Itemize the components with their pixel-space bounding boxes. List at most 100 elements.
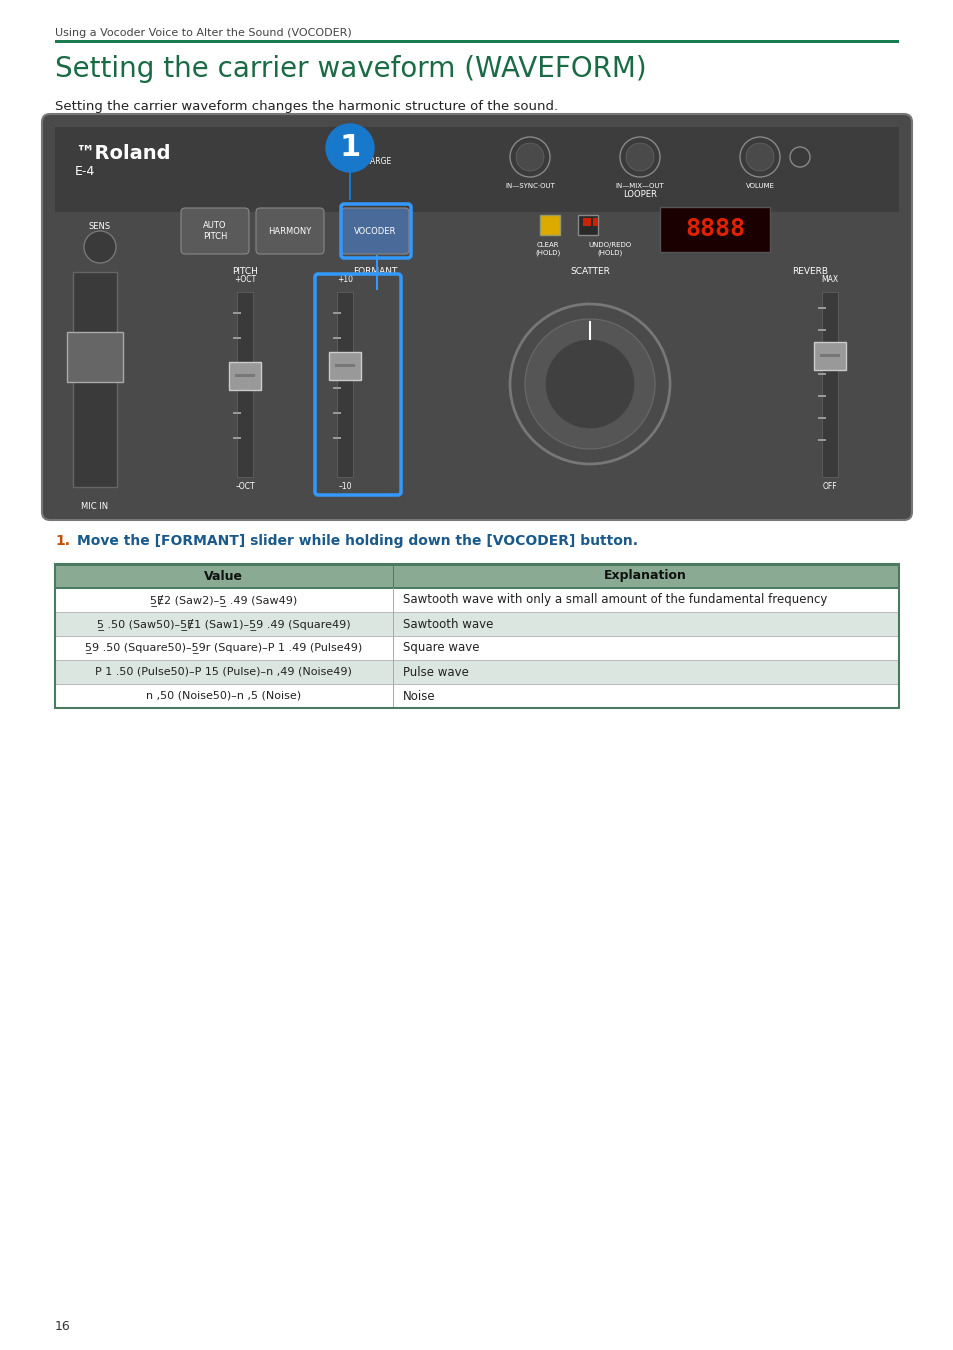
Text: P 1 .50 (Pulse50)–P 15 (Pulse)–n ,49 (Noise49): P 1 .50 (Pulse50)–P 15 (Pulse)–n ,49 (No… xyxy=(95,667,352,676)
Text: –10: –10 xyxy=(338,482,352,491)
Text: Noise: Noise xyxy=(402,690,435,702)
Bar xyxy=(393,564,394,589)
Text: HARMONY: HARMONY xyxy=(268,227,312,235)
Bar xyxy=(817,306,825,309)
Bar xyxy=(55,587,898,589)
Text: 8888: 8888 xyxy=(684,217,744,242)
Circle shape xyxy=(355,153,360,158)
Text: Sawtooth wave with only a small amount of the fundamental frequency: Sawtooth wave with only a small amount o… xyxy=(402,594,826,606)
Bar xyxy=(593,217,598,225)
Bar xyxy=(55,589,898,612)
Circle shape xyxy=(544,339,635,429)
Bar xyxy=(813,342,845,370)
FancyBboxPatch shape xyxy=(340,208,409,254)
Bar xyxy=(233,312,241,313)
Bar xyxy=(55,564,898,589)
Bar xyxy=(817,417,825,418)
Bar xyxy=(582,217,590,225)
Text: Setting the carrier waveform changes the harmonic structure of the sound.: Setting the carrier waveform changes the… xyxy=(55,100,558,113)
Bar xyxy=(229,362,261,390)
Circle shape xyxy=(516,143,543,171)
Bar xyxy=(55,564,898,707)
Bar xyxy=(333,362,340,363)
Text: Sawtooth wave: Sawtooth wave xyxy=(402,617,493,630)
Bar xyxy=(95,271,105,275)
Bar xyxy=(233,437,241,439)
Bar xyxy=(539,215,559,235)
Bar xyxy=(375,255,377,277)
Bar xyxy=(234,374,254,377)
Bar xyxy=(820,354,840,356)
Text: Using a Vocoder Voice to Alter the Sound (VOCODER): Using a Vocoder Voice to Alter the Sound… xyxy=(55,28,352,38)
Bar xyxy=(393,660,394,684)
Text: AUTO
PITCH: AUTO PITCH xyxy=(203,221,227,240)
Text: 1.: 1. xyxy=(55,535,70,548)
Bar xyxy=(821,292,837,477)
Text: FORMANT: FORMANT xyxy=(353,267,396,275)
Text: IN—SYNC·OUT: IN—SYNC·OUT xyxy=(504,184,555,189)
Bar xyxy=(55,40,898,43)
Text: PEAK: PEAK xyxy=(89,282,111,292)
Text: CLEAR
(HOLD): CLEAR (HOLD) xyxy=(535,242,560,255)
Text: SENS: SENS xyxy=(89,221,111,231)
FancyBboxPatch shape xyxy=(255,208,324,254)
Bar xyxy=(233,412,241,413)
Text: UNDO/REDO
(HOLD): UNDO/REDO (HOLD) xyxy=(588,242,631,255)
Bar xyxy=(55,636,898,660)
Circle shape xyxy=(619,136,659,177)
Text: Value: Value xyxy=(204,570,243,582)
Text: 5̲Ɇ2 (Saw2)–5̲ .49 (Saw49): 5̲Ɇ2 (Saw2)–5̲ .49 (Saw49) xyxy=(150,594,297,606)
Text: OFF: OFF xyxy=(821,482,837,491)
Bar xyxy=(817,396,825,397)
Bar xyxy=(236,292,253,477)
Text: Pulse wave: Pulse wave xyxy=(402,666,468,679)
Bar xyxy=(233,387,241,389)
Text: MIC IN: MIC IN xyxy=(81,502,109,512)
Bar xyxy=(578,215,598,235)
Text: Move the [FORMANT] slider while holding down the [VOCODER] button.: Move the [FORMANT] slider while holding … xyxy=(77,535,638,548)
Text: VOLUME: VOLUME xyxy=(744,184,774,189)
Bar xyxy=(659,207,769,252)
Circle shape xyxy=(524,319,655,450)
Bar xyxy=(333,437,340,439)
Text: PITCH: PITCH xyxy=(232,267,257,275)
Text: Setting the carrier waveform (WAVEFORM): Setting the carrier waveform (WAVEFORM) xyxy=(55,55,646,82)
Text: Square wave: Square wave xyxy=(402,641,478,655)
Text: CHARGE: CHARGE xyxy=(359,157,392,166)
Text: LOOPER: LOOPER xyxy=(622,190,657,198)
Bar xyxy=(393,612,394,636)
Bar xyxy=(817,351,825,352)
Bar xyxy=(333,387,340,389)
Text: 1: 1 xyxy=(339,134,360,162)
Text: +OCT: +OCT xyxy=(233,275,255,284)
Bar xyxy=(393,589,394,612)
Bar xyxy=(393,684,394,707)
Text: n ,50 (Noise50)–n ,5 (Noise): n ,50 (Noise50)–n ,5 (Noise) xyxy=(146,691,301,701)
Bar xyxy=(817,329,825,331)
Bar xyxy=(55,612,898,636)
FancyBboxPatch shape xyxy=(42,113,911,520)
Text: IN—MIX—OUT: IN—MIX—OUT xyxy=(615,184,663,189)
Bar xyxy=(817,439,825,440)
Bar xyxy=(333,312,340,313)
Bar xyxy=(233,362,241,363)
Bar xyxy=(329,352,360,379)
Bar xyxy=(333,412,340,413)
Circle shape xyxy=(326,124,374,171)
Text: E-4: E-4 xyxy=(75,165,95,178)
Text: VOCODER: VOCODER xyxy=(354,227,395,235)
Text: 5̲ .50 (Saw50)–5̲Ɇ1 (Saw1)–5̲9 .49 (Square49): 5̲ .50 (Saw50)–5̲Ɇ1 (Saw1)–5̲9 .49 (Squa… xyxy=(97,618,351,630)
Bar xyxy=(333,338,340,339)
Text: Explanation: Explanation xyxy=(604,570,686,582)
Bar xyxy=(817,373,825,374)
Text: REVERB: REVERB xyxy=(791,267,827,275)
Text: –OCT: –OCT xyxy=(235,482,254,491)
Text: SCATTER: SCATTER xyxy=(570,267,609,275)
Circle shape xyxy=(84,231,116,263)
Circle shape xyxy=(510,304,669,464)
Circle shape xyxy=(625,143,654,171)
Bar xyxy=(393,636,394,660)
Bar xyxy=(55,660,898,684)
Bar xyxy=(55,127,898,212)
Circle shape xyxy=(745,143,773,171)
